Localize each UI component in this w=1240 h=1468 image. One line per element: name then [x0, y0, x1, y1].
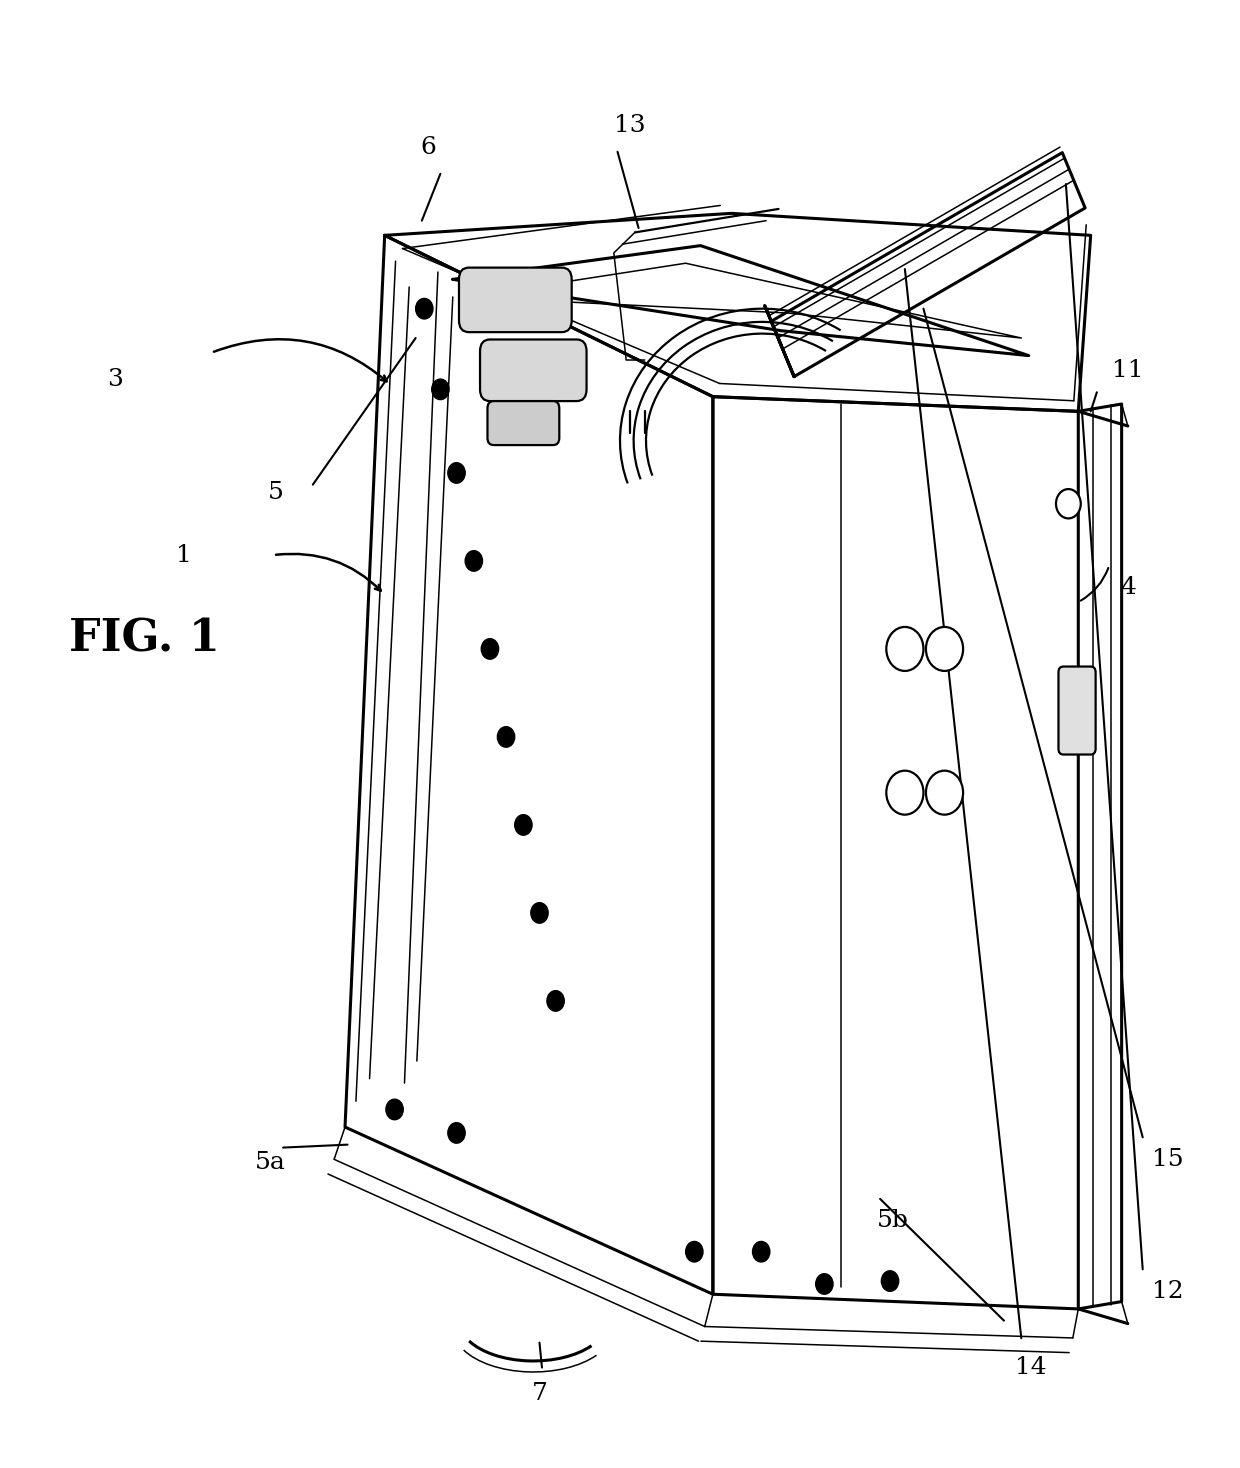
Text: 4: 4 [1120, 575, 1136, 599]
Circle shape [926, 627, 963, 671]
Circle shape [415, 298, 433, 319]
FancyBboxPatch shape [487, 401, 559, 445]
Circle shape [887, 627, 924, 671]
FancyBboxPatch shape [1059, 666, 1096, 755]
Circle shape [448, 1123, 465, 1144]
Circle shape [547, 991, 564, 1011]
Text: 12: 12 [1152, 1280, 1183, 1302]
Text: 5b: 5b [877, 1210, 909, 1233]
Circle shape [887, 771, 924, 815]
Circle shape [816, 1274, 833, 1295]
Circle shape [753, 1242, 770, 1262]
FancyBboxPatch shape [459, 267, 572, 332]
Text: 14: 14 [1016, 1356, 1047, 1378]
Text: 7: 7 [532, 1383, 547, 1405]
Text: 6: 6 [420, 137, 436, 159]
Circle shape [386, 1100, 403, 1120]
Circle shape [465, 550, 482, 571]
Text: 13: 13 [614, 115, 646, 137]
Text: 1: 1 [176, 543, 192, 567]
Text: 15: 15 [1152, 1148, 1183, 1171]
Circle shape [515, 815, 532, 835]
Text: FIG. 1: FIG. 1 [68, 617, 219, 661]
Text: 3: 3 [107, 367, 123, 390]
Circle shape [531, 903, 548, 923]
FancyBboxPatch shape [480, 339, 587, 401]
Circle shape [882, 1271, 899, 1292]
Circle shape [497, 727, 515, 747]
Circle shape [926, 771, 963, 815]
Circle shape [481, 639, 498, 659]
Text: 5a: 5a [255, 1151, 286, 1174]
Circle shape [1056, 489, 1081, 518]
Circle shape [432, 379, 449, 399]
Text: 5: 5 [268, 480, 284, 504]
Circle shape [686, 1242, 703, 1262]
Text: 11: 11 [1112, 358, 1143, 382]
Circle shape [448, 462, 465, 483]
